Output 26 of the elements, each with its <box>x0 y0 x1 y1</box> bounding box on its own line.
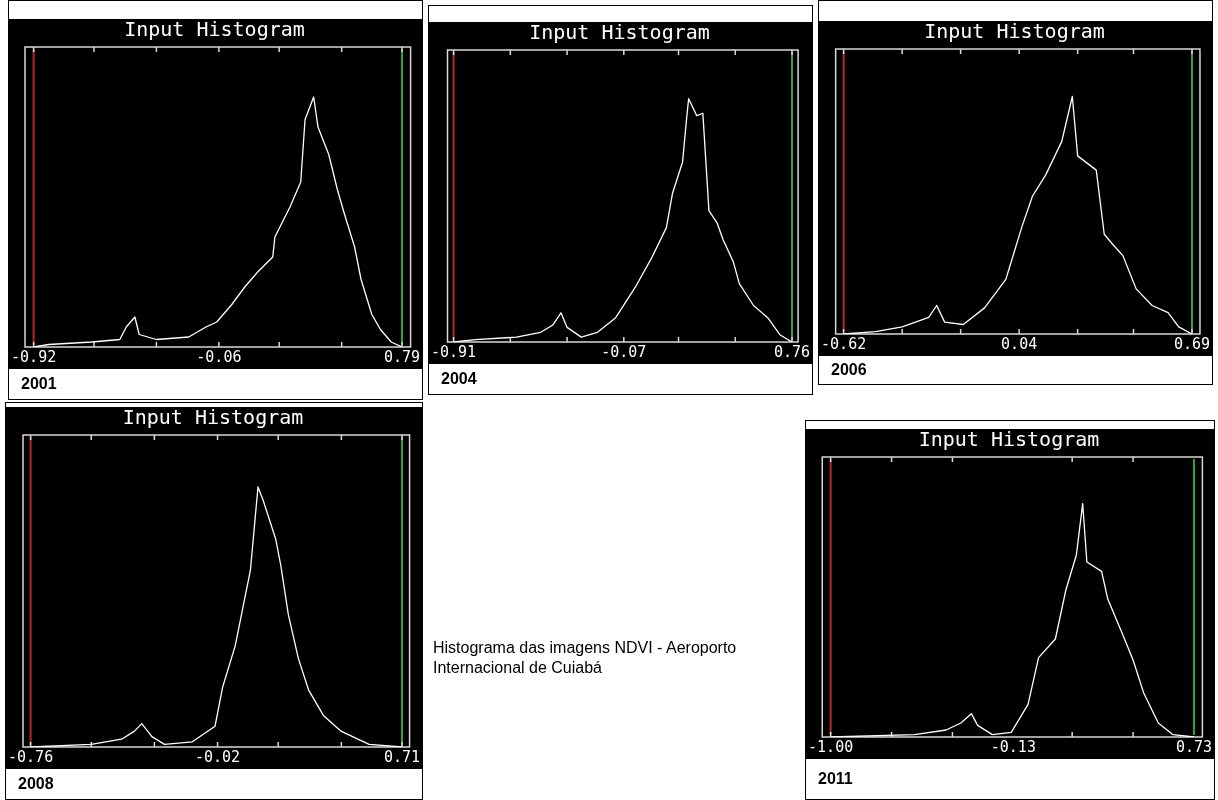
x-tick-label: -0.76 <box>8 747 54 766</box>
x-tick-label: 0.79 <box>383 347 421 366</box>
chart-title: Input Histogram <box>918 427 1100 452</box>
text: Histograma das imagens NDVI - Aeroporto Internacional de Cuiabá <box>433 638 738 678</box>
x-tick-label: -0.92 <box>11 347 57 366</box>
x-tick-label: -0.07 <box>601 342 647 361</box>
text: 2004 <box>440 369 478 389</box>
x-tick-label: -0.13 <box>990 737 1036 756</box>
x-tick-label: 0.76 <box>773 342 811 361</box>
x-tick-label: -0.02 <box>194 747 241 766</box>
chart-title: Input Histogram <box>529 20 710 45</box>
x-tick-label: -0.62 <box>821 334 867 353</box>
x-tick-label: -0.91 <box>431 342 477 361</box>
text: 2006 <box>830 360 868 380</box>
chart-title: Input Histogram <box>124 17 305 42</box>
x-tick-label: 0.04 <box>1001 334 1038 353</box>
chart-title: Input Histogram <box>122 405 304 430</box>
x-tick-label: 0.73 <box>1175 737 1213 756</box>
x-tick-label: 0.69 <box>1173 334 1211 353</box>
text: 2011 <box>817 769 854 789</box>
x-tick-label: -1.00 <box>808 737 854 756</box>
text: 2001 <box>20 374 58 394</box>
chart-title: Input Histogram <box>924 19 1105 44</box>
x-tick-label: -0.06 <box>196 347 242 366</box>
x-tick-label: 0.71 <box>383 747 421 766</box>
text: 2008 <box>17 774 55 794</box>
